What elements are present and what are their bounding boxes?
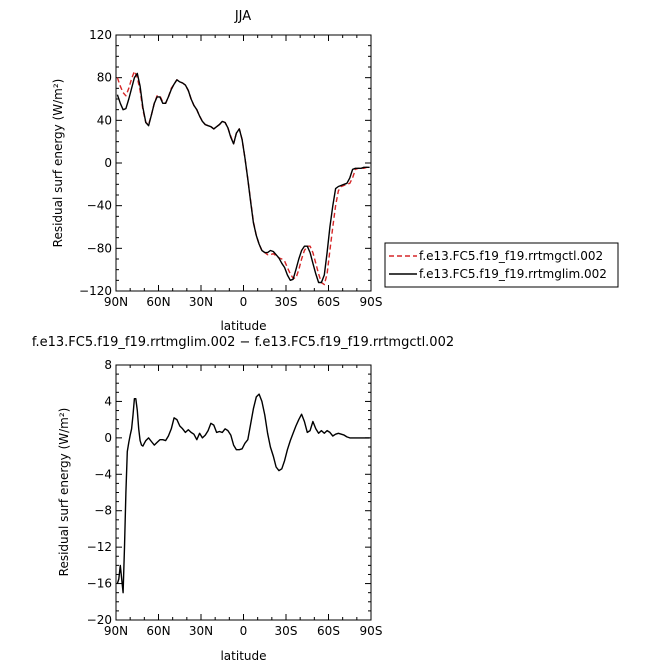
x-tick-label: 30S (275, 295, 298, 309)
x-tick-label: 90N (104, 295, 128, 309)
bottom-axis-ticks (115, 364, 372, 621)
top-x-axis-label: latitude (220, 319, 266, 333)
top-chart-title: JJA (234, 9, 251, 24)
y-tick-label: 0 (104, 156, 112, 170)
y-tick-label: −12 (87, 540, 112, 554)
bottom-y-axis-label: Residual surf energy (W/m²) (57, 408, 71, 577)
x-tick-label: 90S (360, 295, 383, 309)
y-tick-label: 8 (104, 358, 112, 372)
bottom-series-lines (116, 393, 370, 594)
y-tick-label: −80 (87, 241, 112, 255)
y-tick-label: −16 (87, 577, 112, 591)
x-tick-label: 90S (360, 624, 383, 638)
x-tick-label: 30N (189, 295, 213, 309)
x-tick-label: 60S (317, 295, 340, 309)
top-plot-frame (115, 34, 372, 292)
y-tick-label: −20 (87, 613, 112, 627)
bottom-panel: f.e13.FC5.f19_f19.rrtmglim.002 − f.e13.F… (32, 335, 454, 663)
x-tick-label: 90N (104, 624, 128, 638)
series-line-0 (116, 393, 370, 594)
bottom-y-tick-labels: −20 −16 −12 −8 −4 0 4 8 (87, 358, 112, 627)
legend-label-lim: f.e13.FC5.f19_f19.rrtmglim.002 (419, 267, 607, 281)
y-tick-label: −120 (79, 284, 112, 298)
x-tick-label: 30S (275, 624, 298, 638)
x-tick-label: 60N (146, 295, 170, 309)
top-axis-ticks (115, 34, 372, 292)
chart-legend: f.e13.FC5.f19_f19.rrtmgctl.002 f.e13.FC5… (384, 242, 619, 288)
x-tick-label: 60S (317, 624, 340, 638)
x-tick-label: 0 (240, 624, 248, 638)
x-tick-label: 0 (240, 295, 248, 309)
y-tick-label: −40 (87, 199, 112, 213)
x-tick-label: 60N (146, 624, 170, 638)
y-tick-label: 80 (97, 71, 112, 85)
y-tick-label: 120 (89, 28, 112, 42)
legend-box (384, 242, 619, 288)
bottom-x-axis-label: latitude (220, 649, 266, 663)
bottom-plot-frame (115, 364, 372, 621)
top-y-axis-label: Residual surf energy (W/m²) (51, 79, 65, 248)
y-tick-label: 0 (104, 431, 112, 445)
legend-label-ctl: f.e13.FC5.f19_f19.rrtmgctl.002 (419, 249, 603, 263)
y-tick-label: −4 (94, 467, 112, 481)
top-y-tick-labels: −120 −80 −40 0 40 80 120 (79, 28, 112, 298)
y-tick-label: 4 (104, 394, 112, 408)
series-line-1 (116, 72, 370, 284)
x-tick-label: 30N (189, 624, 213, 638)
y-tick-label: 40 (97, 113, 112, 127)
bottom-chart-title: f.e13.FC5.f19_f19.rrtmglim.002 − f.e13.F… (32, 335, 454, 350)
bottom-x-tick-labels: 90N 60N 30N 0 30S 60S 90S (104, 624, 383, 638)
y-tick-label: −8 (94, 504, 112, 518)
top-x-tick-labels: 90N 60N 30N 0 30S 60S 90S (104, 295, 383, 309)
top-series-lines (116, 70, 370, 286)
series-line-0 (116, 70, 370, 286)
